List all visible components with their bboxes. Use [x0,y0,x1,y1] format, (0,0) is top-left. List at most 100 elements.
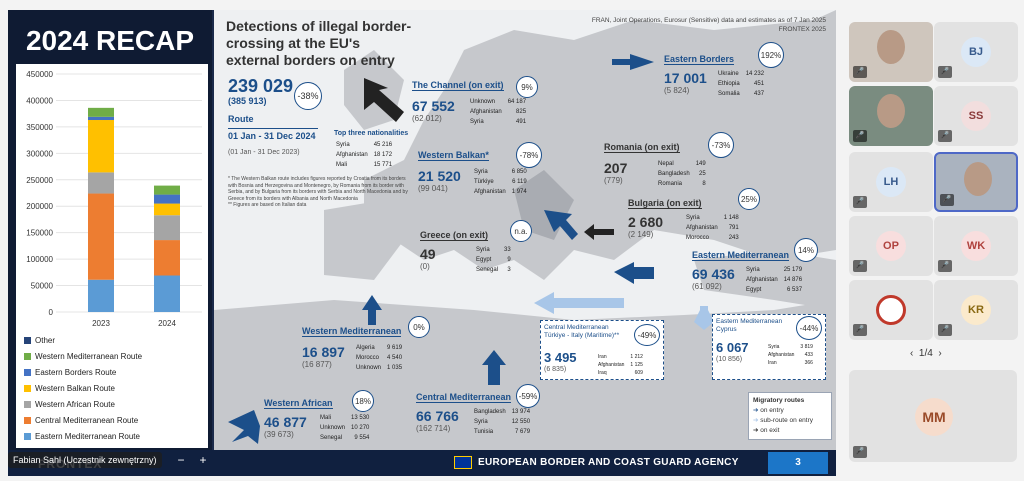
y-tick-label: 350000 [26,123,53,132]
participant-tile[interactable]: 🎤 [849,86,933,146]
mic-muted-icon: 🎤 [853,66,867,78]
romania-table: Nepal 149 Bangladesh 25 Romania 8 [654,158,710,190]
count-cell: 14 876 [783,277,803,283]
participant-tile[interactable]: WK 🎤 [934,216,1018,276]
count-cell: 25 179 [783,267,803,273]
channel-pct: 9% [516,76,538,98]
channel-route-name: The Channel (on exit) [412,80,504,91]
central-turkiye-prev: (6 835) [544,366,567,373]
count-cell: 13 974 [511,409,531,415]
legend-label: Western Mediterranean Route [35,352,143,361]
participant-video [877,30,905,64]
western-med-table: Algeria 9 619 Morocco 4 540 Unknown 1 035 [352,342,406,374]
eastern-borders-name: Eastern Borders [664,54,735,65]
count-cell: 243 [728,235,739,241]
zoom-in-button[interactable]: + [199,453,207,467]
participant-tile[interactable]: BJ 🎤 [934,22,1018,82]
bar-segment-western-balkan-route [154,203,180,216]
participant-tile[interactable]: KR 🎤 [934,280,1018,340]
country-cell: Syria [474,419,488,425]
turkey-land [694,250,836,310]
table-row: Ukraine 14 232 [716,70,766,78]
western-balkan-pct: -78% [516,142,542,168]
route-label: Route [228,114,254,124]
count-cell: 609 [634,370,643,376]
central-med-value: 66 766 [416,408,459,424]
bulgaria-pct: 25% [738,188,760,210]
chevron-left-icon[interactable]: ‹ [910,348,914,359]
country-cell: Syria [686,215,700,221]
channel-value: 67 552 [412,98,455,114]
main-title: Detections of illegal border-crossing at… [226,18,412,68]
table-row: Bangladesh 25 [656,170,708,178]
count-cell: 1 125 [630,362,643,368]
legend-label: on exit [760,427,780,434]
mic-muted-icon: 🎤 [853,324,867,336]
cell: 15 771 [373,162,393,168]
romania-value: 207 [604,160,628,176]
count-cell: 7 679 [515,429,531,435]
greece-value: 49 [420,246,436,262]
country-cell: Syria [470,119,484,125]
participant-tile[interactable]: 🎤 [934,152,1018,212]
count-cell: 3 819 [800,344,813,350]
country-cell: Egypt [746,287,762,293]
western-med-name: Western Mediterranean [302,326,402,337]
count-cell: 9 619 [387,345,403,351]
legend-exit: ➔ on exit [753,426,827,436]
page-number: 3 [768,452,828,474]
country-cell: Senegal [320,435,343,441]
zoom-out-button[interactable]: − [177,453,185,467]
arrow-right-icon: ➔ [753,407,759,414]
count-cell: 1 035 [387,365,403,371]
table-row: Egypt 9 [474,256,513,264]
participant-tile[interactable]: SS 🎤 [934,86,1018,146]
western-med-prev: (16 877) [302,360,332,369]
table-row: Syria 3 819 [766,344,815,350]
participant-video [964,162,992,196]
country-cell: Egypt [476,257,492,263]
western-med-value: 16 897 [302,344,345,360]
footnote-1: * The Western Balkan route includes figu… [228,176,408,202]
legend-entry: ➔ on entry [753,406,827,416]
participant-tile[interactable]: 🎤 [849,280,933,340]
country-cell: Unknown [320,425,346,431]
eastern-med-pct: 14% [794,238,818,262]
table-row: Iraq 609 [596,370,645,376]
avatar: LH [876,167,906,197]
western-med-pct: 0% [408,316,430,338]
participant-video [877,94,905,128]
participant-tile[interactable]: LH 🎤 [849,152,933,212]
table-row: Unknown 1 035 [354,364,404,372]
table-row: Senegal 9 554 [318,434,371,442]
table-row: Mali 15 771 [334,161,394,169]
eastern-cyprus-table: Syria 3 819 Afghanistan 433 Iran 366 [764,342,817,368]
western-african-table: Mali 13 530 Unknown 10 270 Senegal 9 554 [316,412,373,444]
y-tick-label: 100000 [26,255,53,264]
participant-tile[interactable]: OP 🎤 [849,216,933,276]
chevron-right-icon[interactable]: › [938,348,942,359]
western-african-name: Western African [264,398,333,409]
table-row: Afghanistan 18 172 [334,151,394,159]
table-row: Senegal 3 [474,266,513,274]
legend-label: Western Balkan Route [35,384,115,393]
count-cell: 433 [804,352,813,358]
cell: Afghanistan [336,152,368,158]
western-african-pct: 18% [352,390,374,412]
table-row: Syria 33 [474,246,513,254]
table-row: Unknown 64 187 [468,98,528,106]
count-cell: 14 232 [745,71,765,77]
country-cell: Afghanistan [768,352,795,358]
count-cell: 6 850 [511,169,527,175]
participant-tile[interactable]: 🎤 [849,22,933,82]
eastern-borders-value: 17 001 [664,70,707,86]
western-african-prev: (39 673) [264,430,294,439]
total-value: 239 029 [228,76,294,96]
romania-prev: (779) [604,176,623,185]
table-row: Afghanistan 1 974 [472,188,529,196]
eastern-med-name: Eastern Mediterranean [692,250,790,261]
y-tick-label: 250000 [26,176,53,185]
participant-tile[interactable]: MM 🎤 [849,370,1017,462]
table-row: Somalia 437 [716,90,766,98]
migratory-routes-legend: Migratory routes ➔ on entry ➔ sub-route … [748,392,832,440]
